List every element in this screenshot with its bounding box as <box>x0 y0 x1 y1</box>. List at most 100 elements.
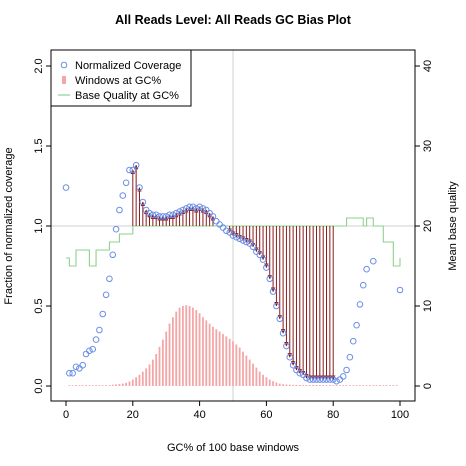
y2-tick-label: 20 <box>422 220 434 232</box>
x-axis: 0 20 40 60 80 100 <box>63 401 409 421</box>
x-tick-label: 0 <box>63 409 69 421</box>
coverage-point <box>102 291 110 299</box>
y2-tick-label: 0 <box>422 383 434 389</box>
y2-axis-label: Mean base quality <box>447 181 459 271</box>
coverage-point <box>119 192 127 199</box>
legend-quality-label: Base Quality at GC% <box>75 90 179 102</box>
coverage-point <box>359 281 367 289</box>
coverage-point <box>223 227 230 235</box>
coverage-point <box>169 211 177 219</box>
coverage-point <box>213 217 220 225</box>
coverage-point <box>233 233 240 241</box>
coverage-point <box>196 203 203 211</box>
chart-title: All Reads Level: All Reads GC Bias Plot <box>115 13 352 27</box>
x-tick-label: 20 <box>127 409 139 421</box>
coverage-point <box>192 205 200 212</box>
y-tick-label: 2.0 <box>33 58 45 73</box>
y2-tick-label: 10 <box>422 300 434 312</box>
legend: Normalized Coverage Windows at GC% Base … <box>50 49 192 107</box>
coverage-point <box>319 376 327 383</box>
coverage-point <box>229 232 237 239</box>
coverage-point <box>349 337 357 345</box>
coverage-point <box>346 353 354 361</box>
coverage-point <box>199 205 207 212</box>
coverage-point <box>283 342 290 350</box>
coverage-point <box>329 376 337 383</box>
y2-tick-label: 40 <box>422 60 434 72</box>
coverage-point <box>259 256 267 263</box>
coverage-point <box>82 350 90 358</box>
y-tick-label: 1.0 <box>33 218 45 233</box>
coverage-point <box>126 166 133 174</box>
coverage-point <box>363 265 370 273</box>
coverage-point <box>276 315 284 323</box>
coverage-point <box>369 257 377 265</box>
y-tick-label: 1.5 <box>33 138 45 153</box>
coverage-point <box>139 198 147 206</box>
coverage-point <box>149 211 157 219</box>
y-tick-label: 0.5 <box>33 298 45 313</box>
coverage-point <box>289 361 297 369</box>
coverage-point <box>159 213 167 220</box>
coverage-point <box>86 347 93 355</box>
legend-windows-label: Windows at GC% <box>75 75 161 87</box>
coverage-point <box>303 374 310 382</box>
coverage-point <box>306 376 314 383</box>
coverage-point <box>146 209 153 217</box>
coverage-point <box>273 302 280 310</box>
coverage-point <box>239 237 247 244</box>
coverage-point <box>176 208 183 215</box>
coverage-point <box>152 211 160 219</box>
coverage-point <box>323 376 330 383</box>
coverage-point <box>296 369 304 377</box>
coverage-point <box>79 361 86 369</box>
coverage-point <box>132 161 140 169</box>
y-axis-left: 0.0 0.5 1.0 1.5 2.0 <box>33 58 51 394</box>
coverage-point <box>156 213 163 220</box>
coverage-point <box>263 264 270 271</box>
coverage-point <box>166 211 173 219</box>
coverage-point <box>162 213 170 220</box>
x-tick-label: 40 <box>193 409 205 421</box>
coverage-point <box>116 206 123 214</box>
coverage-point <box>109 251 117 259</box>
coverage-point <box>313 376 320 383</box>
coverage-point <box>309 376 317 383</box>
coverage-point <box>69 369 76 377</box>
coverage-point <box>396 286 404 294</box>
coverage-point <box>72 363 80 371</box>
x-tick-label: 100 <box>391 409 409 421</box>
coverage-point <box>89 345 97 353</box>
coverage-point <box>189 203 197 211</box>
coverage-point <box>279 329 287 337</box>
coverage-point <box>316 376 324 383</box>
coverage-point <box>286 353 294 361</box>
coverage-point <box>179 206 187 214</box>
coverage-point <box>122 179 130 187</box>
coverage-point <box>266 275 274 283</box>
coverage-point <box>172 209 180 217</box>
coverage-point <box>326 376 334 383</box>
coverage-point <box>106 275 113 283</box>
coverage-point <box>76 365 83 372</box>
y-axis-right: 0 10 20 30 40 <box>415 60 434 389</box>
legend-coverage-label: Normalized Coverage <box>75 60 181 72</box>
coverage-point <box>243 238 250 246</box>
coverage-point <box>62 184 70 191</box>
coverage-point <box>186 203 193 211</box>
coverage-point <box>336 376 344 383</box>
coverage-point <box>182 205 190 212</box>
coverage-point <box>99 310 107 318</box>
coverage-point <box>96 326 103 334</box>
coverage-point <box>356 301 364 308</box>
coverage-point <box>269 288 277 295</box>
coverage-point <box>112 225 120 233</box>
x-axis-label: GC% of 100 base windows <box>167 442 300 454</box>
coverage-point <box>256 251 264 259</box>
legend-windows-symbol <box>62 76 66 84</box>
legend-box <box>50 49 192 107</box>
coverage-point <box>333 377 340 385</box>
coverage-point <box>249 243 257 251</box>
coverage-point <box>136 184 143 191</box>
